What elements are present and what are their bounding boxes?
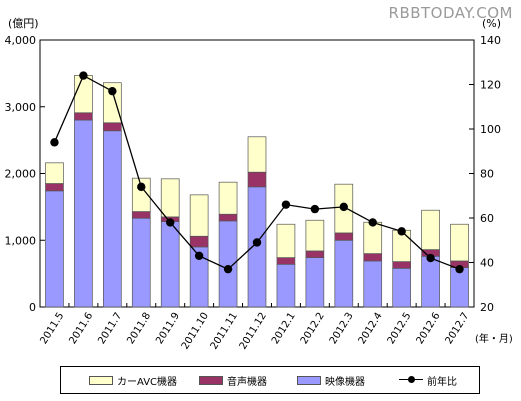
- point-yoy: [252, 238, 262, 247]
- x-tick-label: 2011.11: [209, 311, 240, 352]
- bar-audio: [45, 183, 64, 192]
- bar-audio: [276, 257, 296, 265]
- legend-label-car-avc: カーAVC機器: [117, 377, 178, 388]
- legend: カーAVC機器 音声機器 映像機器 前年比: [60, 366, 480, 394]
- bar-video: [247, 186, 267, 308]
- bar-audio: [74, 112, 93, 121]
- bar-video: [160, 221, 180, 308]
- x-axis-unit: (年・月): [475, 334, 513, 345]
- point-yoy: [368, 218, 377, 227]
- bar-video: [363, 260, 383, 308]
- watermark: RBBTODAY.COM: [388, 4, 513, 22]
- y-right-tick-label: 100: [480, 123, 501, 136]
- right-axis-unit: (%): [482, 17, 502, 30]
- bar-car-avc: [276, 223, 296, 258]
- x-tick-label: 2011.9: [154, 311, 182, 347]
- legend-swatch-audio: [199, 376, 223, 385]
- bar-audio: [189, 235, 209, 248]
- bar-video: [45, 190, 64, 308]
- x-tick-label: 2012.5: [386, 311, 414, 347]
- point-yoy: [194, 251, 204, 261]
- x-tick-label: 2011.10: [180, 311, 211, 352]
- bar-car-avc: [74, 75, 93, 114]
- y-right-tick-label: 60: [480, 212, 494, 225]
- bar-video: [103, 130, 122, 308]
- y-left-tick-label: 0: [29, 301, 36, 314]
- bar-audio: [334, 232, 354, 241]
- point-yoy: [166, 218, 175, 227]
- point-yoy: [137, 182, 146, 192]
- legend-swatch-video: [297, 376, 321, 385]
- bar-car-avc: [450, 223, 469, 262]
- bar-video: [334, 239, 354, 308]
- bar-audio: [218, 213, 238, 222]
- legend-label-video: 映像機器: [325, 377, 365, 388]
- y-right-tick-label: 40: [480, 257, 494, 270]
- bar-video: [392, 267, 411, 308]
- bar-car-avc: [103, 82, 122, 124]
- bar-video: [450, 267, 469, 308]
- bar-video: [305, 257, 325, 308]
- point-yoy: [108, 86, 117, 96]
- bar-video: [276, 263, 296, 308]
- point-yoy: [397, 227, 406, 236]
- bar-car-avc: [218, 181, 238, 215]
- bar-car-avc: [421, 209, 440, 250]
- legend-label-yoy: 前年比: [427, 377, 457, 388]
- point-yoy: [426, 253, 435, 263]
- x-tick-label: 2012.1: [270, 311, 298, 347]
- bar-car-avc: [305, 219, 325, 252]
- bar-car-avc: [45, 162, 64, 184]
- x-tick-label: 2011.7: [96, 311, 124, 347]
- point-yoy: [223, 264, 233, 274]
- bar-audio: [392, 261, 411, 269]
- x-tick-label: 2012.6: [415, 311, 443, 347]
- y-right-tick-label: 80: [480, 168, 494, 181]
- left-axis-unit: (億円): [8, 17, 39, 30]
- bar-car-avc: [189, 194, 209, 237]
- x-tick-label: 2011.12: [238, 311, 269, 352]
- y-right-tick-label: 140: [480, 34, 501, 47]
- point-yoy: [281, 200, 291, 209]
- bar-video: [74, 119, 93, 308]
- bar-car-avc: [131, 177, 151, 212]
- bar-audio: [363, 253, 383, 262]
- bar-audio: [131, 211, 151, 219]
- y-left-tick-label: 4,000: [5, 34, 37, 47]
- y-right-tick-label: 20: [480, 301, 494, 314]
- bar-car-avc: [363, 221, 383, 254]
- bar-audio: [103, 122, 122, 132]
- y-left-tick-label: 1,000: [5, 234, 37, 247]
- bar-audio: [305, 250, 325, 258]
- x-tick-label: 2012.2: [299, 311, 327, 347]
- point-yoy: [339, 202, 348, 212]
- x-tick-label: 2011.8: [125, 311, 153, 347]
- x-tick-label: 2012.4: [357, 311, 385, 347]
- x-tick-label: 2012.7: [444, 311, 472, 347]
- legend-swatch-car-avc: [89, 376, 113, 385]
- bar-car-avc: [160, 178, 180, 218]
- point-yoy: [310, 204, 320, 214]
- y-left-tick-label: 3,000: [5, 101, 37, 114]
- point-yoy: [79, 71, 88, 80]
- bar-audio: [247, 171, 267, 188]
- point-yoy: [455, 264, 464, 274]
- point-yoy: [50, 138, 59, 147]
- bar-video: [421, 255, 440, 308]
- bar-video: [131, 217, 151, 308]
- y-left-tick-label: 2,000: [5, 168, 37, 181]
- x-tick-label: 2011.6: [67, 311, 95, 347]
- bar-car-avc: [247, 136, 267, 173]
- legend-label-audio: 音声機器: [227, 377, 267, 388]
- y-right-tick-label: 120: [480, 79, 501, 92]
- x-tick-label: 2011.5: [38, 311, 66, 347]
- legend-marker-yoy: [408, 376, 415, 383]
- x-tick-label: 2012.3: [328, 311, 356, 347]
